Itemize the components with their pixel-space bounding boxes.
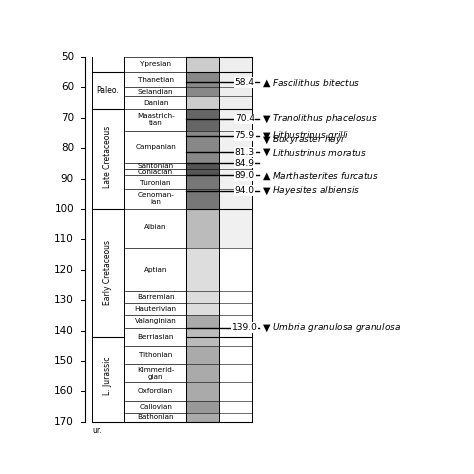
Bar	[219, 248, 252, 337]
Text: Selandian: Selandian	[138, 89, 173, 95]
Bar	[186, 364, 219, 383]
Bar	[186, 72, 219, 87]
Text: Aptian: Aptian	[144, 267, 167, 273]
Bar	[186, 209, 219, 248]
Text: Kimmerid-
gian: Kimmerid- gian	[137, 367, 174, 380]
Bar	[186, 96, 219, 109]
Bar	[219, 209, 252, 248]
Bar	[186, 401, 219, 413]
Text: 84.9: 84.9	[235, 158, 255, 167]
Text: Ypresian: Ypresian	[140, 62, 171, 67]
Text: Coniacian: Coniacian	[138, 170, 173, 175]
Text: Valanginian: Valanginian	[135, 319, 176, 325]
Bar	[186, 87, 219, 96]
Text: 139.0: 139.0	[232, 323, 258, 332]
Text: Bathonian: Bathonian	[137, 414, 174, 420]
Text: Maastrich-
tian: Maastrich- tian	[137, 113, 174, 126]
Text: Hauterivian: Hauterivian	[135, 306, 177, 312]
Bar	[186, 413, 219, 422]
Text: ur.: ur.	[92, 426, 102, 435]
Text: 75.9: 75.9	[235, 131, 255, 140]
Text: Callovian: Callovian	[139, 404, 172, 410]
Bar	[186, 328, 219, 346]
Text: Paleo.: Paleo.	[97, 86, 119, 95]
Text: 70.4: 70.4	[235, 114, 255, 123]
Text: Late Cretaceous: Late Cretaceous	[103, 126, 112, 188]
Bar	[186, 315, 219, 328]
Text: $\it{Umbria\ granulosa\ granulosa}$: $\it{Umbria\ granulosa\ granulosa}$	[272, 321, 401, 334]
Text: 120: 120	[54, 265, 74, 275]
Bar	[186, 346, 219, 364]
Text: 150: 150	[54, 356, 74, 366]
Text: ▲: ▲	[263, 77, 271, 87]
Text: ▼: ▼	[263, 323, 271, 333]
Text: Albian: Albian	[145, 224, 167, 230]
Bar	[219, 337, 252, 422]
Text: Santonian: Santonian	[137, 164, 174, 169]
Text: 160: 160	[54, 386, 74, 396]
Text: 170: 170	[54, 417, 74, 427]
Text: 94.0: 94.0	[235, 186, 255, 195]
Text: Campanian: Campanian	[135, 144, 176, 150]
Text: $\it{Marthasterites\ furcatus}$: $\it{Marthasterites\ furcatus}$	[272, 170, 380, 181]
Text: ▼: ▼	[263, 131, 271, 141]
Text: Thanetian: Thanetian	[137, 77, 173, 82]
Text: Berriasian: Berriasian	[137, 334, 174, 340]
Text: L. Jurassic: L. Jurassic	[103, 357, 112, 395]
Text: 81.3: 81.3	[235, 147, 255, 156]
Text: ▼: ▼	[263, 135, 271, 145]
Text: 110: 110	[54, 234, 74, 245]
Text: $\it{Lithustrinus\ moratus}$: $\it{Lithustrinus\ moratus}$	[272, 146, 367, 157]
Bar	[219, 57, 252, 109]
Text: $\it{Tranolithus\ phacelosus}$: $\it{Tranolithus\ phacelosus}$	[272, 112, 378, 126]
Bar	[219, 109, 252, 209]
Text: 130: 130	[54, 295, 74, 305]
Text: ▼: ▼	[263, 147, 271, 157]
Text: ▼: ▼	[263, 186, 271, 196]
Bar	[186, 131, 219, 164]
Text: 80: 80	[61, 143, 74, 153]
Text: ▼: ▼	[263, 114, 271, 124]
Bar	[186, 175, 219, 189]
Bar	[186, 57, 219, 72]
Bar	[186, 109, 219, 131]
Text: Oxfordian: Oxfordian	[138, 389, 173, 394]
Text: $\it{Hayesites\ albiensis}$: $\it{Hayesites\ albiensis}$	[272, 184, 361, 197]
Text: 89.0: 89.0	[235, 171, 255, 180]
Bar	[186, 303, 219, 315]
Text: Danian: Danian	[143, 100, 168, 106]
Text: Cenoman-
ian: Cenoman- ian	[137, 192, 174, 205]
Bar	[186, 164, 219, 169]
Text: ▲: ▲	[263, 171, 271, 181]
Text: Turonian: Turonian	[140, 180, 171, 186]
Bar	[186, 383, 219, 401]
Text: Tithonian: Tithonian	[139, 352, 173, 358]
Text: $\it{Bukyraster\ hayi}$: $\it{Bukyraster\ hayi}$	[272, 133, 346, 146]
Bar	[186, 248, 219, 291]
Text: Barremian: Barremian	[137, 294, 174, 300]
Text: Early Cretaceous: Early Cretaceous	[103, 240, 112, 305]
Text: 100: 100	[55, 204, 74, 214]
Text: 50: 50	[61, 52, 74, 62]
Text: $\it{Fascilithus\ bitectus}$: $\it{Fascilithus\ bitectus}$	[272, 77, 361, 88]
Bar	[186, 169, 219, 175]
Text: 58.4: 58.4	[235, 78, 255, 87]
Bar	[186, 291, 219, 303]
Text: 140: 140	[54, 326, 74, 336]
Text: 90: 90	[61, 173, 74, 183]
Text: 70: 70	[61, 113, 74, 123]
Bar	[186, 189, 219, 209]
Text: 60: 60	[61, 82, 74, 92]
Text: $\it{Lithustrinus\ grilli}$: $\it{Lithustrinus\ grilli}$	[272, 129, 349, 142]
